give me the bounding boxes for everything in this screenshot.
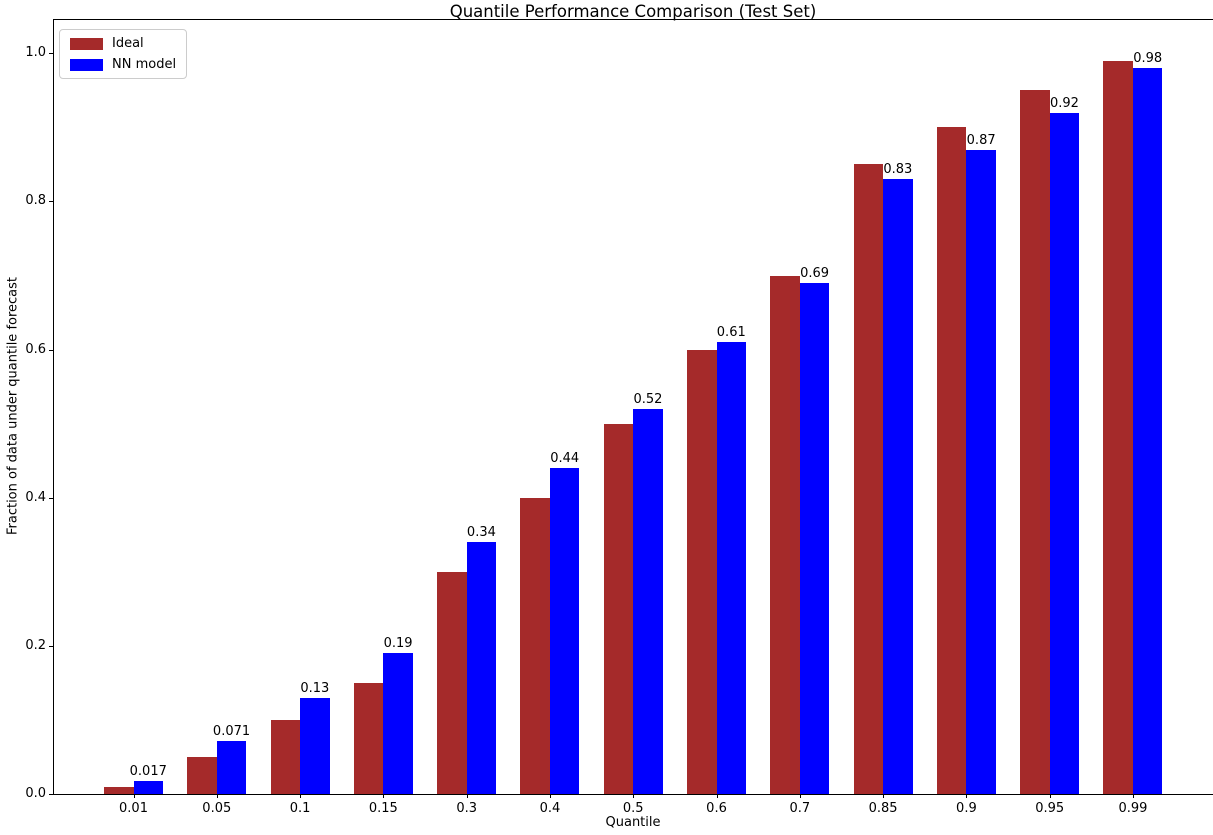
y-tick-label: 0.8: [25, 193, 46, 209]
bar-nn-model: [216, 741, 247, 794]
x-tick-label: 0.15: [368, 801, 398, 816]
bar-value-label: 0.69: [800, 265, 830, 281]
bar-nn-model: [466, 542, 497, 794]
bar-nn-model: [799, 282, 830, 794]
y-tick-label: 0.4: [25, 489, 46, 505]
bar-ideal: [270, 719, 301, 794]
bar-value-label: 0.017: [129, 764, 167, 780]
bar-nn-model: [300, 697, 330, 794]
y-tick: [49, 349, 53, 351]
x-tick: [1049, 794, 1051, 798]
y-tick-label: 0.6: [25, 341, 46, 357]
y-tick: [49, 201, 53, 203]
legend-label-ideal: Ideal: [112, 36, 144, 51]
bar-ideal: [520, 497, 550, 794]
bar-value-label: 0.83: [883, 162, 913, 178]
legend: Ideal NN model: [59, 29, 188, 79]
x-tick: [633, 794, 635, 798]
y-tick-label: 1.0: [25, 45, 46, 61]
x-tick-label: 0.3: [456, 801, 477, 816]
bar-nn-model: [716, 342, 747, 794]
x-tick: [966, 794, 968, 798]
x-tick-label: 0.9: [956, 801, 977, 816]
x-tick: [716, 794, 718, 798]
legend-swatch-nn-model: [70, 58, 103, 71]
y-tick: [49, 497, 53, 499]
bar-value-label: 0.61: [716, 325, 746, 341]
bar-nn-model: [1049, 112, 1080, 794]
bar-ideal: [1103, 60, 1133, 794]
y-tick: [49, 645, 53, 647]
bar-value-label: 0.13: [300, 680, 330, 696]
y-tick: [49, 53, 53, 55]
bar-nn-model: [549, 468, 580, 794]
x-tick-label: 0.85: [868, 801, 898, 816]
bar-ideal: [770, 275, 800, 794]
legend-swatch-ideal: [70, 37, 103, 50]
x-tick: [549, 794, 551, 798]
bar-nn-model: [883, 179, 913, 794]
bar-ideal: [104, 786, 134, 794]
bar-nn-model: [133, 781, 163, 794]
legend-item-ideal: Ideal: [70, 36, 176, 51]
bar-value-label: 0.19: [383, 636, 413, 652]
bar-value-label: 0.34: [466, 525, 496, 541]
bar-ideal: [936, 127, 967, 794]
bar-nn-model: [633, 408, 663, 794]
legend-item-nn-model: NN model: [70, 57, 176, 72]
x-tick-label: 0.95: [1035, 801, 1065, 816]
y-tick-label: 0.0: [25, 786, 46, 801]
x-tick-label: 0.05: [202, 801, 232, 816]
bar-nn-model: [383, 653, 413, 794]
bar-ideal: [1020, 90, 1050, 794]
bar-value-label: 0.87: [966, 132, 996, 148]
bar-value-label: 0.071: [212, 724, 251, 740]
x-tick: [133, 794, 135, 798]
bar-ideal: [687, 349, 717, 794]
bar-ideal: [853, 164, 884, 794]
x-tick: [883, 794, 885, 798]
bar-ideal: [437, 571, 467, 794]
x-tick-label: 0.7: [789, 801, 811, 816]
bar-ideal: [187, 756, 217, 794]
x-tick-label: 0.99: [1118, 801, 1148, 816]
x-tick-label: 0.01: [119, 801, 148, 816]
legend-label-nn-model: NN model: [112, 57, 177, 72]
x-tick-label: 0.6: [706, 801, 727, 816]
x-tick: [300, 794, 302, 798]
plot-area: 0.017 0.01 0.071 0.05 0.13 0.1 0.19 0.15 0.34 0.3…: [25, 19, 1213, 816]
y-tick-label: 0.2: [25, 637, 46, 653]
bar-value-label: 0.98: [1133, 51, 1163, 67]
y-axis-label: Fraction of data under quantile forecast: [5, 276, 21, 536]
bar-value-label: 0.44: [550, 451, 580, 467]
x-tick-label: 0.5: [622, 801, 644, 816]
x-tick: [383, 794, 385, 798]
x-tick-label: 0.4: [539, 801, 561, 816]
chart-title: Quantile Performance Comparison (Test Se…: [449, 2, 817, 21]
x-tick: [1132, 794, 1134, 798]
x-tick: [799, 794, 801, 798]
bar-ideal: [603, 423, 634, 794]
bar-nn-model: [966, 149, 996, 794]
bar-value-label: 0.92: [1049, 95, 1079, 111]
bar-value-label: 0.52: [633, 391, 663, 407]
x-tick-label: 0.1: [289, 801, 311, 816]
bar-ideal: [353, 682, 384, 794]
x-tick: [216, 794, 218, 798]
x-axis-label: Quantile: [605, 815, 661, 830]
bar-nn-model: [1132, 68, 1163, 794]
y-tick: [49, 794, 53, 795]
x-tick: [466, 794, 468, 798]
